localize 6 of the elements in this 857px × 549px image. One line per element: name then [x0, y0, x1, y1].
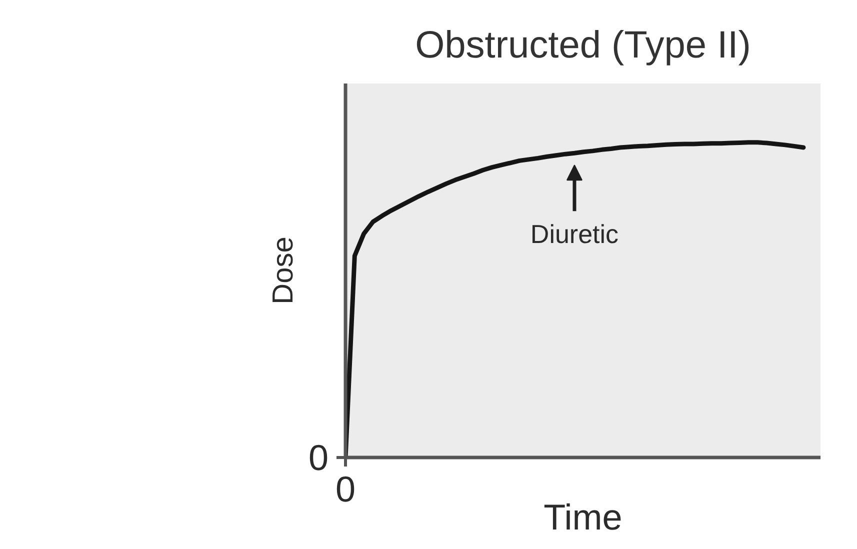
text: 0: [308, 437, 329, 478]
text: 0: [335, 468, 356, 510]
y-axis-title: Dose: [267, 236, 300, 304]
x-axis-title: Time: [544, 496, 622, 538]
chart-title: Obstructed (Type II): [415, 24, 751, 66]
annotation: Diuretic: [530, 219, 619, 250]
